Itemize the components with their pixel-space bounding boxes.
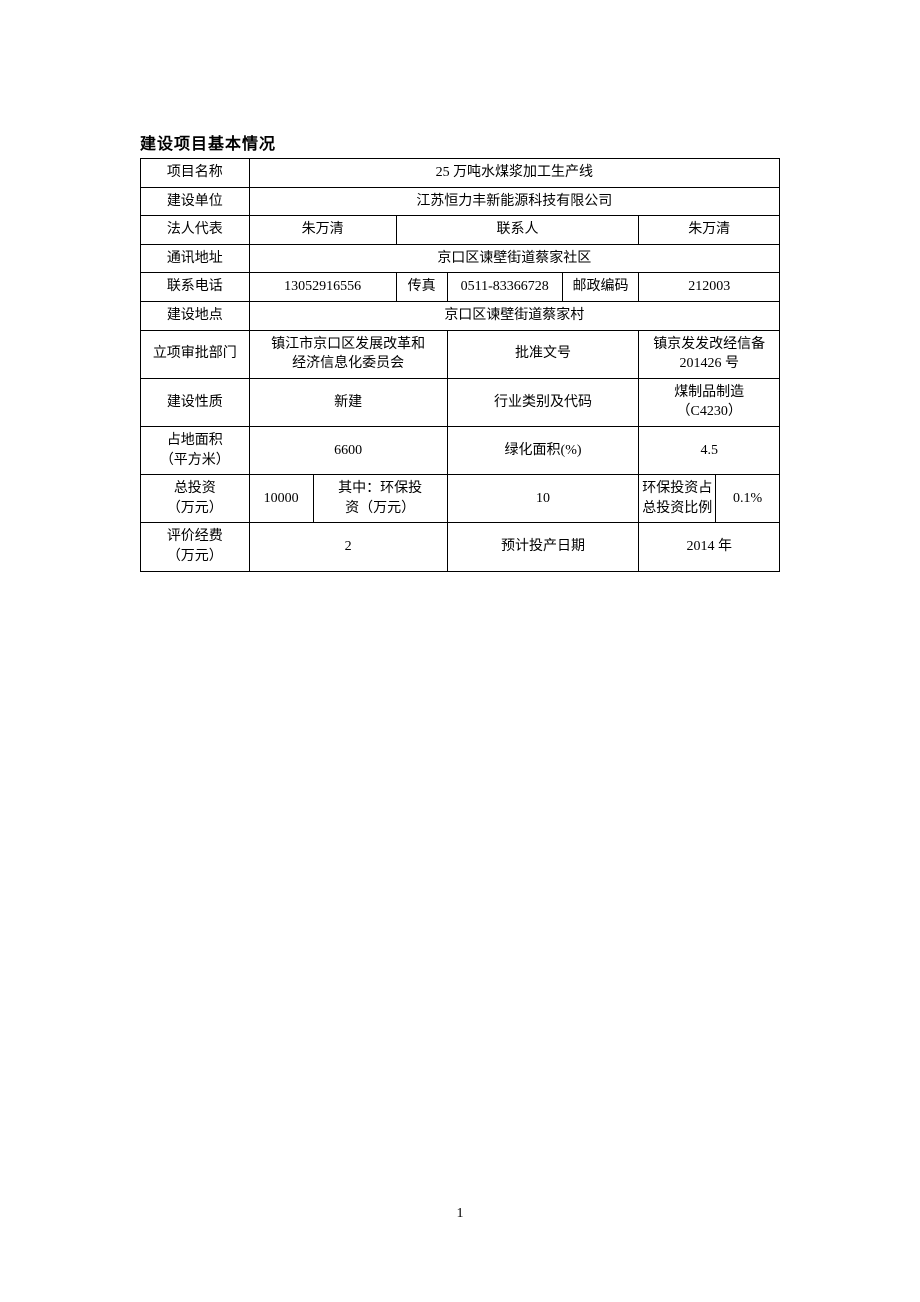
table-cell: 通讯地址 — [141, 244, 250, 273]
table-row: 联系电话13052916556传真0511-83366728邮政编码212003 — [141, 273, 780, 302]
table-cell: 10 — [447, 475, 639, 523]
table-cell: 绿化面积(%) — [447, 426, 639, 474]
table-row: 占地面积 （平方米）6600绿化面积(%)4.5 — [141, 426, 780, 474]
table-row: 评价经费 （万元）2预计投产日期2014 年 — [141, 523, 780, 571]
table-cell: 2014 年 — [639, 523, 780, 571]
table-cell: 预计投产日期 — [447, 523, 639, 571]
table-cell: 行业类别及代码 — [447, 378, 639, 426]
table-cell: 朱万清 — [639, 216, 780, 245]
table-cell: 环保投资占 总投资比例 — [639, 475, 716, 523]
project-info-table: 项目名称25 万吨水煤浆加工生产线建设单位江苏恒力丰新能源科技有限公司法人代表朱… — [140, 158, 780, 572]
table-cell: 煤制品制造 （C4230） — [639, 378, 780, 426]
table-cell: 邮政编码 — [562, 273, 639, 302]
table-cell: 212003 — [639, 273, 780, 302]
table-cell: 0.1% — [716, 475, 780, 523]
table-cell: 联系电话 — [141, 273, 250, 302]
table-cell: 总投资 （万元） — [141, 475, 250, 523]
table-cell: 25 万吨水煤浆加工生产线 — [249, 159, 779, 188]
table-cell: 项目名称 — [141, 159, 250, 188]
table-cell: 10000 — [249, 475, 313, 523]
table-cell: 评价经费 （万元） — [141, 523, 250, 571]
table-cell: 批准文号 — [447, 330, 639, 378]
table-cell: 镇京发发改经信备 201426 号 — [639, 330, 780, 378]
table-cell: 建设单位 — [141, 187, 250, 216]
table-row: 建设性质新建行业类别及代码煤制品制造 （C4230） — [141, 378, 780, 426]
table-cell: 建设地点 — [141, 301, 250, 330]
table-row: 法人代表朱万清联系人朱万清 — [141, 216, 780, 245]
table-cell: 4.5 — [639, 426, 780, 474]
table-row: 立项审批部门镇江市京口区发展改革和 经济信息化委员会批准文号镇京发发改经信备 2… — [141, 330, 780, 378]
table-cell: 传真 — [396, 273, 447, 302]
table-cell: 京口区谏壁街道蔡家社区 — [249, 244, 779, 273]
table-cell: 京口区谏壁街道蔡家村 — [249, 301, 779, 330]
table-cell: 2 — [249, 523, 447, 571]
table-cell: 6600 — [249, 426, 447, 474]
table-cell: 0511-83366728 — [447, 273, 562, 302]
table-cell: 13052916556 — [249, 273, 396, 302]
table-row: 总投资 （万元）10000其中：环保投 资（万元）10环保投资占 总投资比例0.… — [141, 475, 780, 523]
table-cell: 其中：环保投 资（万元） — [313, 475, 447, 523]
table-cell: 占地面积 （平方米） — [141, 426, 250, 474]
table-cell: 镇江市京口区发展改革和 经济信息化委员会 — [249, 330, 447, 378]
table-row: 建设单位江苏恒力丰新能源科技有限公司 — [141, 187, 780, 216]
table-cell: 江苏恒力丰新能源科技有限公司 — [249, 187, 779, 216]
table-cell: 联系人 — [396, 216, 639, 245]
table-cell: 新建 — [249, 378, 447, 426]
table-row: 建设地点京口区谏壁街道蔡家村 — [141, 301, 780, 330]
table-row: 通讯地址京口区谏壁街道蔡家社区 — [141, 244, 780, 273]
table-row: 项目名称25 万吨水煤浆加工生产线 — [141, 159, 780, 188]
table-cell: 法人代表 — [141, 216, 250, 245]
page-number: 1 — [0, 1206, 920, 1222]
table-cell: 立项审批部门 — [141, 330, 250, 378]
table-cell: 朱万清 — [249, 216, 396, 245]
table-cell: 建设性质 — [141, 378, 250, 426]
page-title: 建设项目基本情况 — [140, 130, 780, 154]
